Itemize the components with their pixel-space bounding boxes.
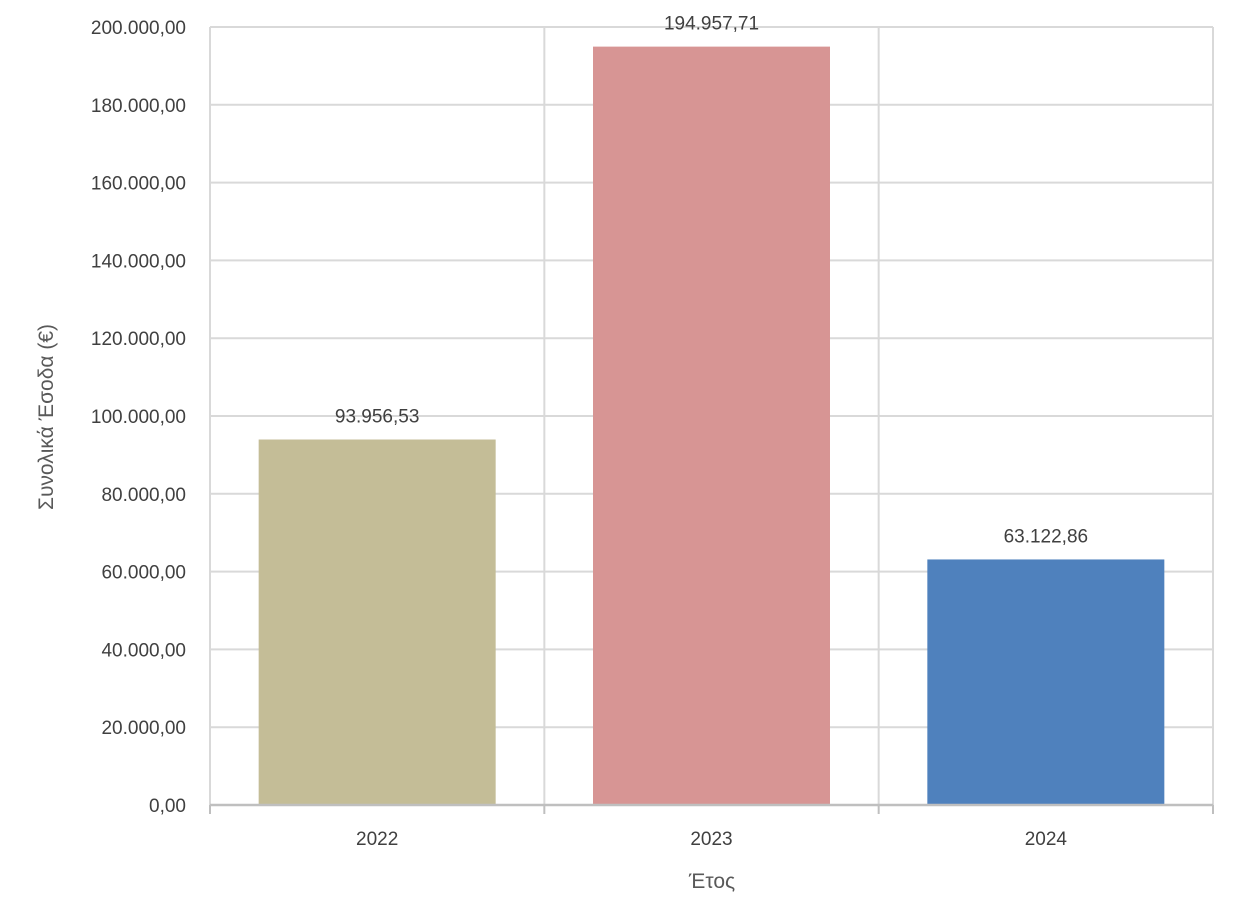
- y-tick-label: 140.000,00: [91, 251, 186, 272]
- y-axis-title: Συνολικά Έσοδα (€): [35, 324, 58, 510]
- bars: [258, 46, 1165, 806]
- y-tick-label: 20.000,00: [101, 718, 186, 739]
- axes: [209, 803, 1214, 814]
- y-tick-label: 40.000,00: [101, 640, 186, 661]
- y-tick-label: 180.000,00: [91, 96, 186, 117]
- y-tick-label: 160.000,00: [91, 174, 186, 195]
- bar-2024: [927, 559, 1165, 805]
- data-label: 63.122,86: [1004, 526, 1089, 547]
- y-tick-label: 60.000,00: [101, 563, 186, 584]
- y-tick-label: 80.000,00: [101, 485, 186, 506]
- bar-2023: [593, 46, 830, 806]
- data-label: 194.957,71: [664, 14, 759, 35]
- y-tick-label: 200.000,00: [91, 18, 186, 39]
- x-tick-label: 2024: [1025, 829, 1068, 850]
- y-tick-label: 0,00: [149, 796, 186, 817]
- x-tick-label: 2022: [356, 829, 398, 850]
- labels: 0,00 20.000,00 40.000,00 60.000,00 80.000,00…: [91, 14, 1088, 850]
- y-tick-label: 120.000,00: [91, 329, 186, 350]
- x-tick-label: 2023: [690, 829, 732, 850]
- x-axis-title: Έτος: [688, 870, 735, 893]
- y-tick-label: 100.000,00: [91, 407, 186, 428]
- bar-2022: [258, 439, 496, 805]
- data-label: 93.956,53: [335, 407, 420, 428]
